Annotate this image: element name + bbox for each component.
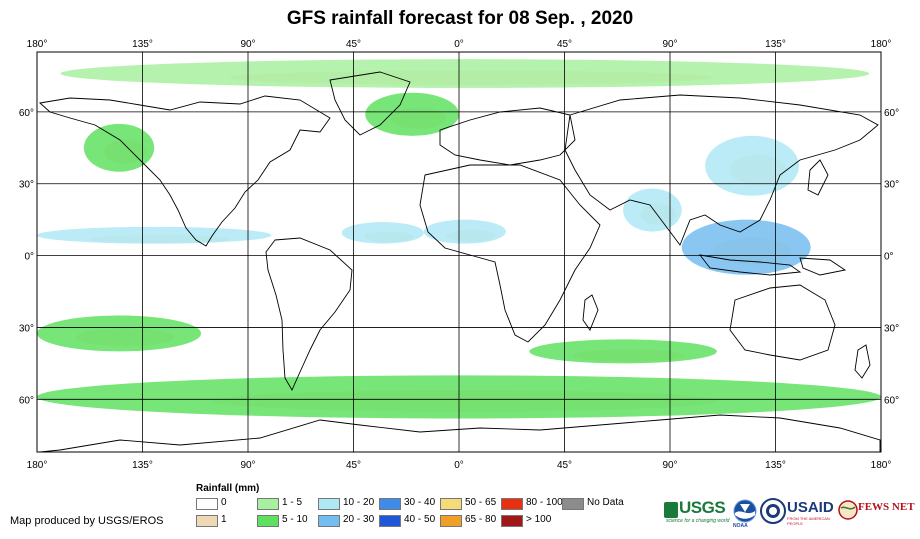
legend-label: 10 - 20 [343,497,375,508]
legend-swatch [318,498,340,510]
usaid-logo: USAID FROM THE AMERICAN PEOPLE [760,498,838,528]
landmass-new-guinea [799,257,847,276]
noaa-logo: NOAA [733,499,757,529]
landmass-new-zealand [854,344,871,379]
rain-region-arctic-band [60,59,870,88]
legend-label: 5 - 10 [282,514,308,525]
legend-label: No Data [587,497,624,508]
legend-label: 1 - 5 [282,497,303,508]
legend-label: 20 - 30 [343,514,375,525]
usgs-logo: USGS science for a changing world [664,498,736,528]
lon-tick-top: 90° [240,39,255,50]
usgs-wave-icon [664,502,678,518]
lat-tick-left: 60° [19,395,34,406]
landmass-europe [439,107,576,166]
landmass-australia [729,284,836,361]
lon-tick-bottom: 45° [557,460,572,471]
fewsnet-globe-icon [838,500,858,520]
lon-tick-bottom: 0° [454,460,464,471]
rain-region-south-pacific-band [37,315,202,352]
lat-tick-left: 0° [24,252,34,263]
lon-tick-top: 45° [346,39,361,50]
usaid-wordmark: USAID [787,499,834,516]
landmass-north-america [39,95,331,247]
legend-swatch [562,498,584,510]
rain-region-west-africa [423,219,506,244]
map-credit: Map produced by USGS/EROS [10,515,164,527]
lat-tick-right: 0° [884,252,894,263]
legend-label: > 100 [526,514,552,525]
lat-tick-right: 30° [884,180,899,191]
fewsnet-wordmark: FEWS NET [858,501,915,513]
legend-swatch [440,498,462,510]
lat-tick-left: 60° [19,108,34,119]
lat-tick-left: 30° [19,180,34,191]
lon-tick-top: 0° [454,39,464,50]
lon-tick-top: 90° [662,39,677,50]
lon-tick-top: 180° [871,39,892,50]
legend-label: 0 [221,497,227,508]
rain-region-north-atlantic-storm [365,92,459,136]
lat-tick-right: 30° [884,323,899,334]
legend-label: 65 - 80 [465,514,497,525]
lon-tick-bottom: 45° [346,460,361,471]
landmass-africa [419,164,601,343]
legend-swatch [196,515,218,527]
landmass-antarctica [39,414,881,452]
rainfall-map: 180° 180° 135° 135° 90° 90° 45° 45° 0° 0° 45° 45° 90… [19,39,899,471]
usgs-tagline: science for a changing world [666,518,730,524]
lon-tick-bottom: 180° [27,460,48,471]
landmass-madagascar [582,294,599,331]
legend-swatch [257,498,279,510]
map-frame [36,51,882,453]
usaid-seal-icon [760,498,786,524]
rain-region-itcz-atlantic [341,222,424,244]
landmass-south-america [265,237,353,391]
legend-label: 80 - 100 [526,497,563,508]
rain-region-south-indian-ocean-band [529,339,717,364]
legend-label: 50 - 65 [465,497,497,508]
rain-region-itcz-pacific [37,226,272,244]
lat-tick-right: 60° [884,108,899,119]
landmass-asia [564,94,879,246]
legend-swatch [440,515,462,527]
map-title: GFS rainfall forecast for 08 Sep. , 2020 [286,8,634,29]
lon-tick-bottom: 90° [662,460,677,471]
landmass-indonesia [698,254,802,276]
rain-region-india-monsoon [623,188,682,232]
legend-label: 1 [221,514,227,525]
lon-tick-top: 45° [557,39,572,50]
landmass-japan [807,159,829,196]
noaa-wordmark: NOAA [733,523,748,529]
lon-tick-top: 180° [27,39,48,50]
lon-tick-bottom: 180° [871,460,892,471]
fewsnet-logo: FEWS NET [838,498,916,528]
lon-tick-bottom: 135° [132,460,153,471]
legend-swatch [501,515,523,527]
lat-tick-right: 60° [884,395,899,406]
legend-swatch [196,498,218,510]
legend-swatch [257,515,279,527]
legend-swatch [379,498,401,510]
rain-region-east-asia [705,135,799,196]
legend-swatch [379,515,401,527]
landmass-greenland [329,71,411,136]
lon-tick-top: 135° [765,39,786,50]
lat-tick-left: 30° [19,323,34,334]
legend-swatch [318,515,340,527]
lon-tick-top: 135° [132,39,153,50]
lon-tick-bottom: 135° [765,460,786,471]
legend-label: 40 - 50 [404,514,436,525]
usaid-tagline: FROM THE AMERICAN PEOPLE [787,516,830,526]
legend-label: 30 - 40 [404,497,436,508]
legend-title: Rainfall (mm) [196,483,260,494]
rain-region-north-pacific-storm [83,123,155,172]
usgs-wordmark: USGS [679,498,726,517]
legend-swatch [501,498,523,510]
rain-region-maritime-continent [681,219,811,275]
lon-tick-bottom: 90° [240,460,255,471]
